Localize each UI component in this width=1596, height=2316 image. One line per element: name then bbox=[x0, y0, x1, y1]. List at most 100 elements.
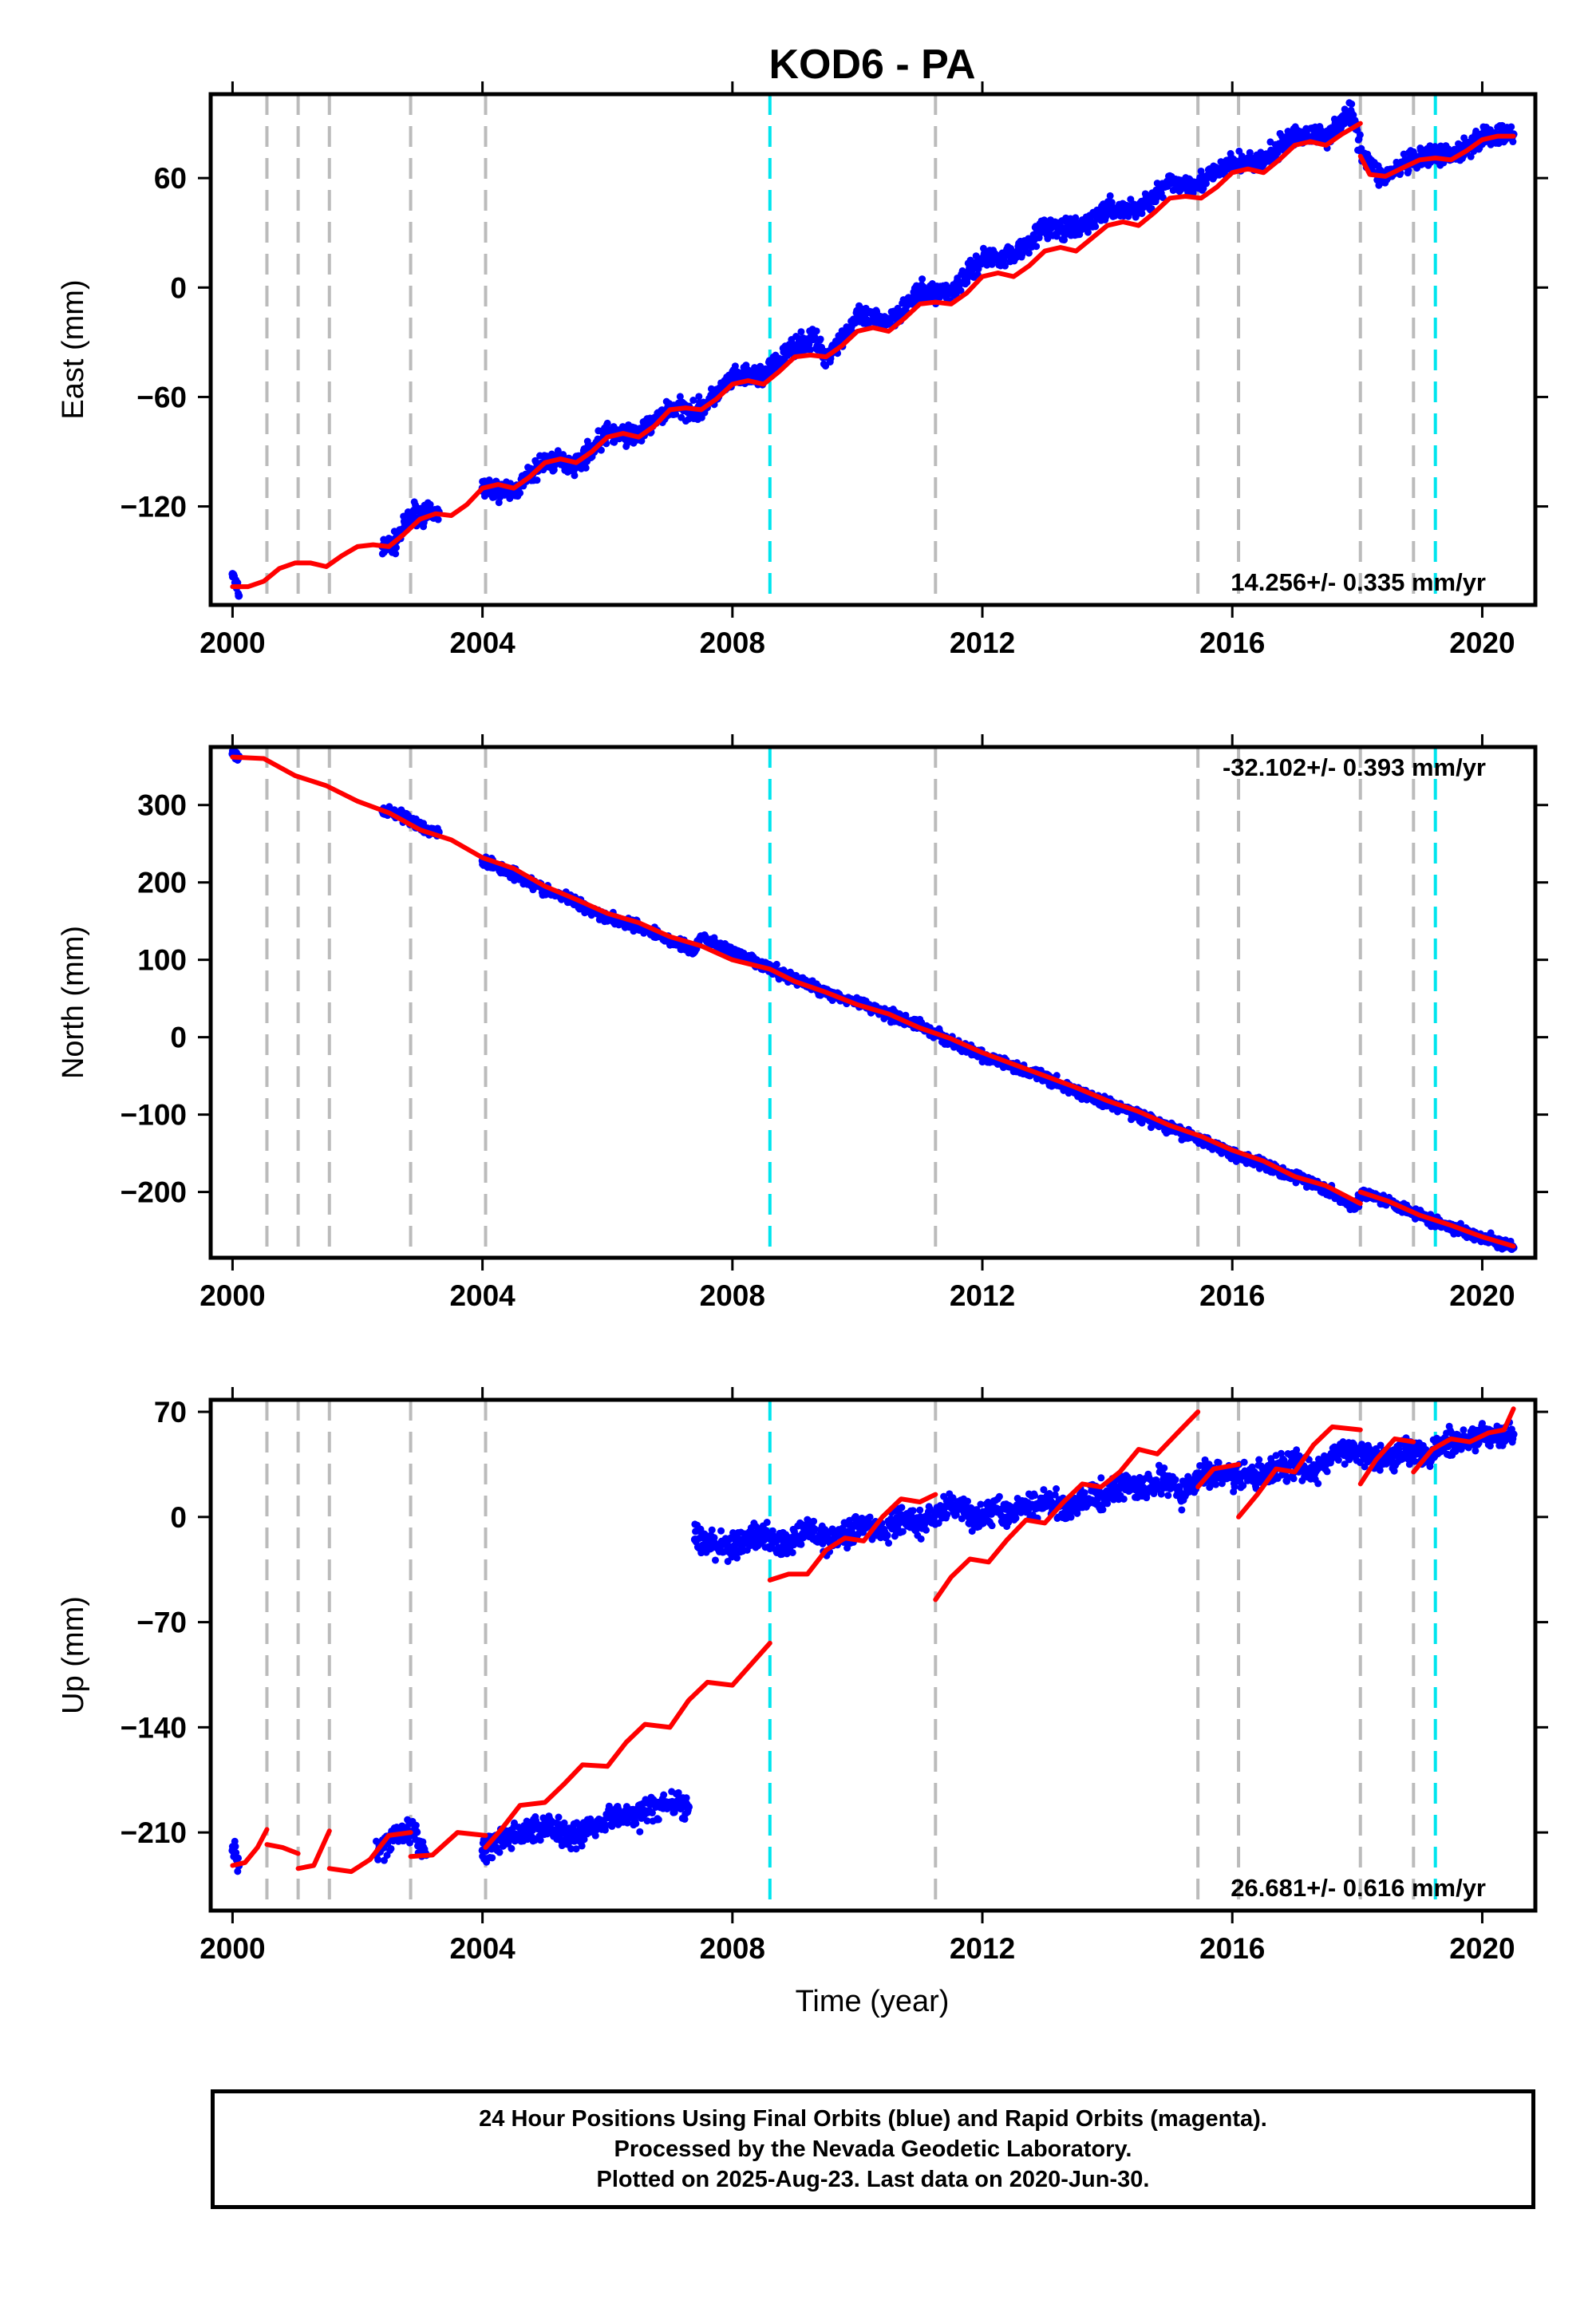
data-point bbox=[567, 1845, 575, 1853]
data-point bbox=[597, 446, 605, 454]
panel-east: 2000 2004 2008 2012 2016 2020 −120 −60 0 60 East (… bbox=[57, 81, 1548, 659]
y-tick-label: −120 bbox=[120, 491, 187, 524]
data-point bbox=[555, 1813, 563, 1821]
x-tick-label: 2008 bbox=[700, 1279, 765, 1312]
data-point bbox=[922, 1526, 930, 1534]
data-point bbox=[708, 1526, 716, 1534]
model-line bbox=[1357, 133, 1516, 179]
data-point bbox=[234, 1867, 242, 1875]
data-point bbox=[412, 1821, 420, 1829]
plot-area bbox=[228, 1400, 1518, 1911]
data-point bbox=[643, 1817, 651, 1825]
y-tick-label: −200 bbox=[120, 1176, 187, 1209]
data-point bbox=[812, 327, 820, 335]
data-point bbox=[582, 464, 590, 472]
data-point bbox=[654, 1816, 662, 1824]
data-point bbox=[632, 1820, 640, 1828]
data-point bbox=[909, 1507, 917, 1515]
data-point bbox=[536, 1836, 544, 1844]
data-point bbox=[1507, 123, 1515, 131]
data-point bbox=[772, 960, 780, 968]
data-point bbox=[496, 1848, 504, 1856]
data-point bbox=[898, 1504, 906, 1512]
data-point bbox=[405, 1839, 413, 1847]
data-point bbox=[917, 1535, 925, 1543]
y-axis-label: North (mm) bbox=[57, 926, 90, 1079]
data-point bbox=[591, 1832, 599, 1840]
x-tick-label: 2012 bbox=[950, 626, 1015, 659]
data-point bbox=[560, 1819, 568, 1827]
data-point bbox=[899, 1528, 907, 1535]
y-axis-label: East (mm) bbox=[57, 279, 90, 419]
x-tick-label: 2008 bbox=[700, 626, 765, 659]
data-point bbox=[554, 447, 562, 455]
data-point bbox=[695, 393, 703, 401]
data-point bbox=[1509, 138, 1517, 146]
y-tick-label: −60 bbox=[136, 381, 187, 413]
data-point bbox=[1084, 228, 1092, 236]
data-point bbox=[1138, 209, 1146, 217]
data-point bbox=[572, 1845, 580, 1853]
plot-area bbox=[228, 747, 1518, 1258]
model-series bbox=[230, 121, 1516, 590]
data-point bbox=[533, 476, 541, 484]
data-point bbox=[1197, 167, 1205, 175]
y-tick-label: 200 bbox=[137, 867, 187, 899]
x-tick-label: 2004 bbox=[449, 1279, 516, 1312]
x-tick-label: 2016 bbox=[1199, 626, 1265, 659]
data-point bbox=[731, 362, 739, 370]
data-point bbox=[733, 1554, 741, 1562]
data-point bbox=[1106, 192, 1114, 200]
y-tick-label: 60 bbox=[154, 162, 187, 195]
data-point bbox=[636, 1828, 644, 1836]
data-point bbox=[578, 1842, 586, 1850]
data-point bbox=[1053, 232, 1061, 240]
data-point bbox=[810, 1517, 818, 1525]
panel-north: 2000 2004 2008 2012 2016 2020−200−10001002003… bbox=[57, 734, 1548, 1312]
data-point bbox=[1159, 194, 1167, 202]
chart-title: KOD6 - PA bbox=[768, 41, 975, 88]
y-tick-label: 0 bbox=[170, 271, 187, 304]
x-tick-label: 2004 bbox=[449, 626, 516, 659]
y-tick-label: −100 bbox=[120, 1099, 187, 1132]
data-point bbox=[603, 419, 611, 427]
data-point bbox=[883, 1531, 891, 1539]
x-tick-label: 2000 bbox=[200, 626, 265, 659]
data-point bbox=[495, 499, 503, 507]
data-point bbox=[1001, 262, 1009, 270]
data-point bbox=[1033, 243, 1041, 251]
panel-up: 2000 2004 2008 2012 2016 2020−210−140−70070Up… bbox=[57, 1387, 1548, 1965]
data-point bbox=[1356, 131, 1364, 139]
data-point bbox=[434, 516, 442, 524]
final-orbits-series bbox=[228, 1418, 1518, 1875]
data-point bbox=[1072, 214, 1080, 222]
data-point bbox=[559, 451, 567, 459]
data-point bbox=[763, 1519, 771, 1527]
data-point bbox=[682, 1794, 690, 1802]
x-tick-label: 2020 bbox=[1449, 1279, 1515, 1312]
data-point bbox=[235, 1854, 243, 1862]
data-point bbox=[717, 1527, 725, 1535]
data-point bbox=[413, 1828, 421, 1836]
data-point bbox=[660, 1791, 668, 1799]
data-point bbox=[811, 1525, 819, 1533]
data-point bbox=[689, 397, 697, 405]
plot-frame bbox=[208, 745, 1538, 1260]
data-point bbox=[516, 489, 524, 497]
plot-frame bbox=[208, 92, 1538, 607]
model-line bbox=[230, 121, 1363, 590]
rate-label: 14.256+/- 0.335 mm/yr bbox=[1231, 568, 1486, 596]
x-tick-label: 2000 bbox=[200, 1279, 265, 1312]
data-point bbox=[231, 1843, 239, 1851]
data-point bbox=[1041, 216, 1049, 224]
y-tick-label: 0 bbox=[170, 1022, 187, 1054]
final-orbits-series bbox=[228, 747, 1518, 1254]
x-tick-label: 2020 bbox=[1449, 626, 1515, 659]
data-point bbox=[851, 1512, 859, 1520]
data-point bbox=[957, 287, 965, 294]
model-line bbox=[1357, 1189, 1516, 1249]
data-point bbox=[676, 393, 684, 401]
data-point bbox=[683, 1800, 691, 1808]
data-point bbox=[1025, 249, 1033, 257]
